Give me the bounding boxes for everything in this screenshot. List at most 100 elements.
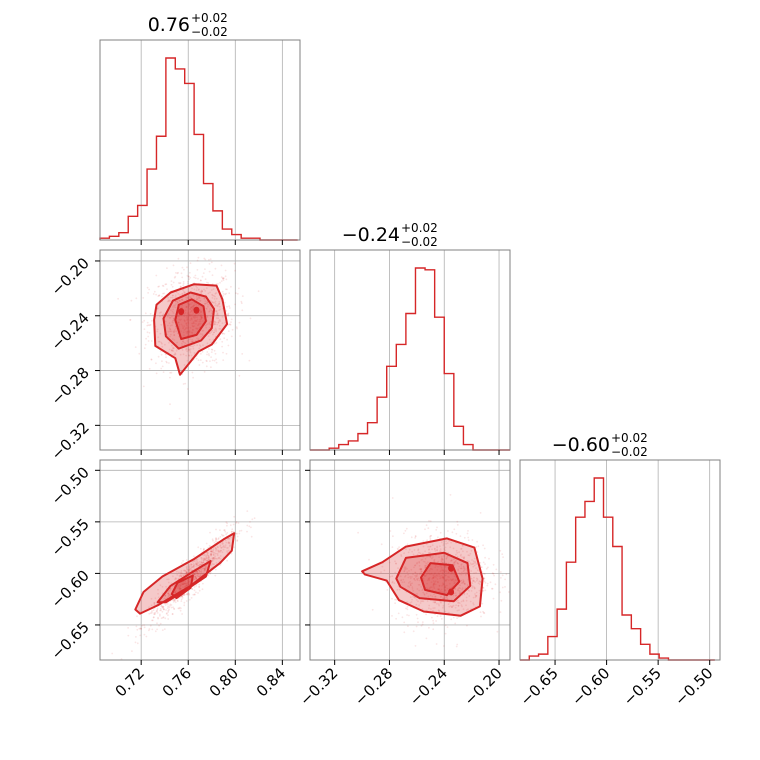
scatter-point — [181, 597, 184, 599]
scatter-point — [188, 313, 191, 315]
scatter-point — [371, 608, 374, 611]
scatter-point — [188, 331, 191, 333]
scatter-point — [200, 563, 202, 566]
scatter-point — [421, 621, 424, 623]
scatter-point — [167, 605, 170, 608]
scatter-point — [403, 568, 406, 570]
scatter-point — [470, 563, 473, 566]
scatter-point — [432, 584, 435, 586]
scatter-point — [198, 347, 201, 350]
scatter-point — [172, 322, 174, 324]
scatter-point — [162, 616, 164, 619]
scatter-point — [434, 601, 436, 604]
scatter-point — [397, 548, 399, 551]
scatter-point — [171, 613, 174, 615]
scatter-point — [167, 299, 170, 302]
scatter-point — [459, 567, 462, 570]
scatter-point — [456, 609, 459, 612]
scatter-point — [185, 559, 188, 561]
scatter-point — [217, 557, 220, 559]
scatter-point — [174, 353, 176, 356]
scatter-point — [461, 582, 464, 584]
scatter-point — [461, 605, 463, 608]
scatter-point — [181, 266, 184, 269]
scatter-point — [445, 557, 448, 559]
scatter-point — [205, 555, 208, 557]
scatter-point — [192, 376, 195, 379]
scatter-point — [199, 345, 202, 348]
scatter-point — [215, 328, 218, 331]
scatter-point — [183, 572, 186, 575]
scatter-point — [438, 550, 441, 552]
scatter-point — [205, 302, 208, 305]
scatter-point — [168, 595, 170, 597]
scatter-point — [407, 576, 410, 579]
scatter-point — [188, 580, 191, 583]
scatter-point — [218, 320, 220, 322]
scatter-point — [200, 315, 203, 318]
scatter-point — [480, 615, 482, 618]
scatter-point — [400, 555, 403, 557]
scatter-point — [190, 306, 193, 309]
scatter-point — [433, 593, 435, 596]
scatter-point — [178, 583, 180, 586]
scatter-point — [216, 552, 219, 555]
scatter-point — [200, 557, 203, 559]
scatter-point — [397, 612, 400, 615]
scatter-point — [472, 560, 475, 563]
scatter-point — [181, 582, 184, 584]
scatter-point — [407, 573, 409, 576]
scatter-point — [147, 335, 150, 338]
scatter-point — [174, 578, 176, 581]
scatter-point — [141, 624, 144, 627]
scatter-point — [177, 315, 180, 317]
scatter-point — [192, 305, 195, 307]
scatter-point — [421, 623, 424, 626]
scatter-point — [167, 330, 170, 333]
scatter-point — [169, 376, 171, 379]
scatter-point — [219, 545, 222, 548]
scatter-point — [229, 323, 232, 326]
scatter-point — [411, 582, 413, 585]
scatter-point — [471, 586, 474, 589]
contour-fill-outer — [135, 533, 235, 614]
scatter-point — [219, 328, 222, 330]
scatter-point — [391, 581, 394, 584]
scatter-point — [210, 301, 213, 304]
scatter-point — [440, 555, 443, 558]
scatter-point — [219, 305, 221, 308]
scatter-point — [190, 563, 193, 566]
scatter-point — [210, 550, 213, 553]
scatter-point — [444, 610, 447, 613]
scatter-point — [441, 568, 444, 571]
scatter-point — [214, 304, 216, 307]
scatter-point — [418, 604, 420, 607]
scatter-point — [198, 297, 201, 300]
scatter-point — [235, 521, 238, 523]
scatter-point — [472, 596, 475, 599]
scatter-point — [205, 365, 208, 368]
scatter-point — [184, 582, 187, 584]
scatter-point — [484, 589, 487, 592]
scatter-point — [177, 321, 180, 324]
scatter-point — [170, 582, 173, 585]
scatter-point — [459, 584, 461, 587]
scatter-point — [171, 338, 174, 340]
scatter-point — [207, 335, 210, 337]
scatter-point — [219, 308, 222, 311]
x-tick-label: −0.50 — [671, 664, 716, 709]
scatter-point — [450, 586, 453, 589]
scatter-point — [188, 565, 191, 567]
scatter-point — [176, 272, 179, 275]
scatter-point — [190, 313, 193, 316]
scatter-point — [186, 296, 189, 299]
scatter-point — [492, 572, 495, 575]
scatter-point — [416, 553, 419, 556]
scatter-point — [439, 590, 442, 592]
scatter-point — [176, 600, 179, 602]
scatter-point — [174, 275, 177, 278]
panel-title-value: 0.76 — [148, 14, 190, 36]
scatter-point — [226, 547, 228, 549]
scatter-point — [409, 584, 412, 586]
scatter-point — [171, 321, 174, 323]
